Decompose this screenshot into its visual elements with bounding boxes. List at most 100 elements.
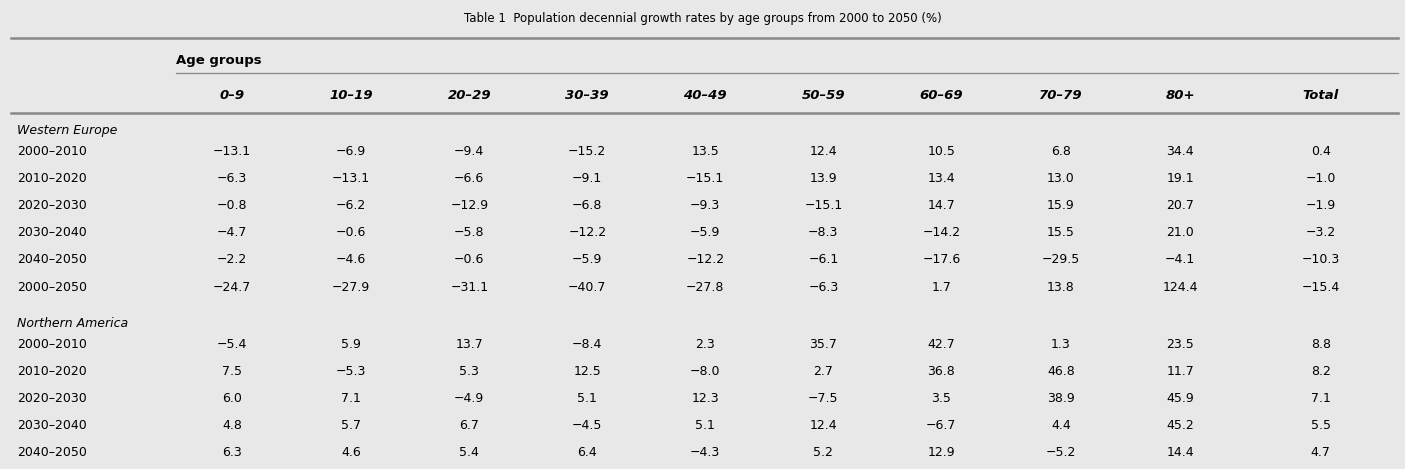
Text: 2000–2010: 2000–2010	[17, 145, 87, 158]
Text: Western Europe: Western Europe	[17, 124, 117, 137]
Text: 11.7: 11.7	[1166, 365, 1194, 378]
Text: 13.4: 13.4	[927, 172, 955, 185]
Text: 15.9: 15.9	[1047, 199, 1075, 212]
Text: 2020–2030: 2020–2030	[17, 392, 87, 405]
Text: −6.6: −6.6	[454, 172, 485, 185]
Text: −4.9: −4.9	[454, 392, 485, 405]
Text: 70–79: 70–79	[1038, 89, 1083, 102]
Text: 2.7: 2.7	[813, 365, 833, 378]
Text: 36.8: 36.8	[927, 365, 955, 378]
Text: 13.0: 13.0	[1047, 172, 1075, 185]
Text: −31.1: −31.1	[450, 281, 489, 294]
Text: −24.7: −24.7	[212, 281, 251, 294]
Text: 2010–2020: 2010–2020	[17, 172, 87, 185]
Text: 5.1: 5.1	[695, 419, 715, 432]
Text: 6.8: 6.8	[1051, 145, 1071, 158]
Text: 6.3: 6.3	[222, 446, 242, 460]
Text: −15.4: −15.4	[1301, 281, 1340, 294]
Text: −27.8: −27.8	[686, 281, 725, 294]
Text: −5.3: −5.3	[336, 365, 367, 378]
Text: 38.9: 38.9	[1047, 392, 1075, 405]
Text: 4.4: 4.4	[1051, 419, 1071, 432]
Text: 15.5: 15.5	[1047, 227, 1075, 239]
Text: 14.7: 14.7	[927, 199, 955, 212]
Text: −6.9: −6.9	[336, 145, 367, 158]
Text: 5.1: 5.1	[577, 392, 597, 405]
Text: 12.9: 12.9	[927, 446, 955, 460]
Text: −29.5: −29.5	[1041, 254, 1080, 266]
Text: −17.6: −17.6	[922, 254, 961, 266]
Text: −0.6: −0.6	[454, 254, 485, 266]
Text: −0.6: −0.6	[336, 227, 367, 239]
Text: Age groups: Age groups	[176, 54, 261, 67]
Text: 12.3: 12.3	[691, 392, 719, 405]
Text: 7.5: 7.5	[222, 365, 242, 378]
Text: −2.2: −2.2	[216, 254, 247, 266]
Text: 6.0: 6.0	[222, 392, 242, 405]
Text: −1.9: −1.9	[1305, 199, 1336, 212]
Text: −4.3: −4.3	[690, 446, 721, 460]
Text: 1.7: 1.7	[932, 281, 951, 294]
Text: 2030–2040: 2030–2040	[17, 227, 87, 239]
Text: 0–9: 0–9	[219, 89, 244, 102]
Text: 2000–2010: 2000–2010	[17, 338, 87, 351]
Text: −1.0: −1.0	[1305, 172, 1336, 185]
Text: −14.2: −14.2	[922, 227, 961, 239]
Text: 124.4: 124.4	[1162, 281, 1198, 294]
Text: −8.3: −8.3	[808, 227, 839, 239]
Text: 7.1: 7.1	[341, 392, 361, 405]
Text: 2030–2040: 2030–2040	[17, 419, 87, 432]
Text: −3.2: −3.2	[1305, 227, 1336, 239]
Text: 13.8: 13.8	[1047, 281, 1075, 294]
Text: −9.1: −9.1	[572, 172, 603, 185]
Text: −12.2: −12.2	[568, 227, 607, 239]
Text: 8.2: 8.2	[1311, 365, 1331, 378]
Text: 5.9: 5.9	[341, 338, 361, 351]
Text: 30–39: 30–39	[565, 89, 610, 102]
Text: 12.5: 12.5	[573, 365, 601, 378]
Text: 12.4: 12.4	[809, 419, 837, 432]
Text: 34.4: 34.4	[1166, 145, 1194, 158]
Text: 13.5: 13.5	[691, 145, 719, 158]
Text: Total: Total	[1302, 89, 1339, 102]
Text: −27.9: −27.9	[332, 281, 371, 294]
Text: 2000–2050: 2000–2050	[17, 281, 87, 294]
Text: 10.5: 10.5	[927, 145, 955, 158]
Text: 4.7: 4.7	[1311, 446, 1331, 460]
Text: 80+: 80+	[1165, 89, 1196, 102]
Text: −13.1: −13.1	[332, 172, 371, 185]
Text: −12.2: −12.2	[686, 254, 725, 266]
Text: 5.2: 5.2	[813, 446, 833, 460]
Text: 5.5: 5.5	[1311, 419, 1331, 432]
Text: −15.1: −15.1	[804, 199, 843, 212]
Text: −5.8: −5.8	[454, 227, 485, 239]
Text: 5.3: 5.3	[459, 365, 479, 378]
Text: −6.1: −6.1	[808, 254, 839, 266]
Text: 6.4: 6.4	[577, 446, 597, 460]
Text: −6.7: −6.7	[926, 419, 957, 432]
Text: −5.9: −5.9	[690, 227, 721, 239]
Text: −8.4: −8.4	[572, 338, 603, 351]
Text: 0.4: 0.4	[1311, 145, 1331, 158]
Text: 2.3: 2.3	[695, 338, 715, 351]
Text: −6.3: −6.3	[216, 172, 247, 185]
Text: −7.5: −7.5	[808, 392, 839, 405]
Text: 60–69: 60–69	[919, 89, 964, 102]
Text: −4.6: −4.6	[336, 254, 367, 266]
Text: 40–49: 40–49	[683, 89, 728, 102]
Text: −10.3: −10.3	[1301, 254, 1340, 266]
Text: 10–19: 10–19	[329, 89, 374, 102]
Text: −4.7: −4.7	[216, 227, 247, 239]
Text: 19.1: 19.1	[1166, 172, 1194, 185]
Text: 2020–2030: 2020–2030	[17, 199, 87, 212]
Text: 50–59: 50–59	[801, 89, 846, 102]
Text: 5.7: 5.7	[341, 419, 361, 432]
Text: −6.8: −6.8	[572, 199, 603, 212]
Text: Northern America: Northern America	[17, 318, 128, 330]
Text: −13.1: −13.1	[212, 145, 251, 158]
Text: −4.1: −4.1	[1165, 254, 1196, 266]
Text: 20.7: 20.7	[1166, 199, 1194, 212]
Text: −6.3: −6.3	[808, 281, 839, 294]
Text: 20–29: 20–29	[447, 89, 492, 102]
Text: 42.7: 42.7	[927, 338, 955, 351]
